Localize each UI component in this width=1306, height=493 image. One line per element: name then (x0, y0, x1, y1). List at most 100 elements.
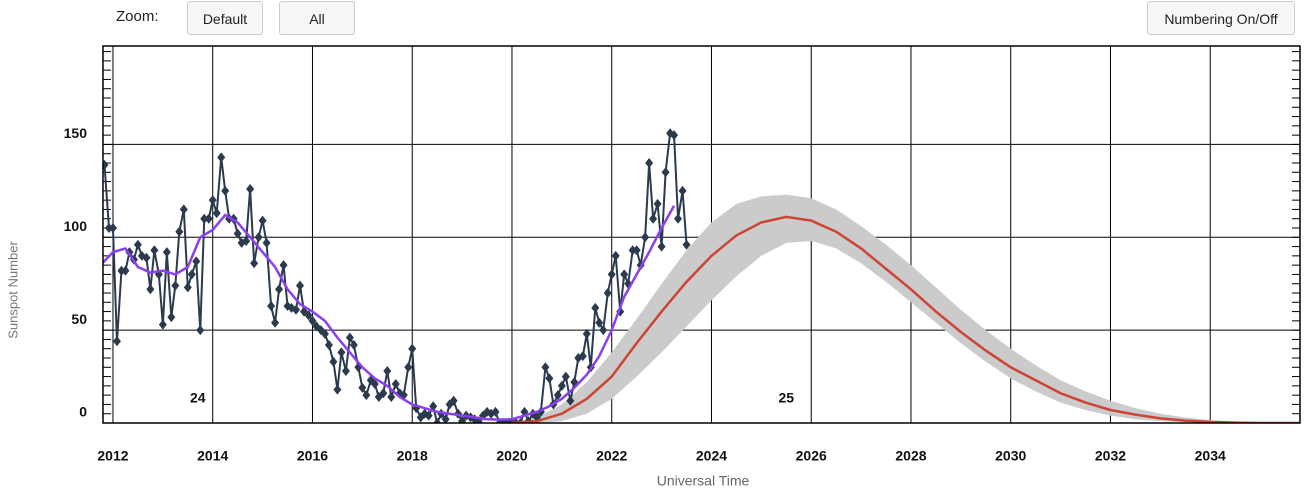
data-point (387, 392, 396, 402)
x-axis-label: Universal Time (657, 473, 750, 489)
data-point (246, 184, 255, 194)
data-point (167, 312, 176, 323)
data-point (578, 351, 587, 362)
numbering-button[interactable]: Numbering On/Off (1147, 1, 1295, 35)
data-point (292, 304, 301, 315)
data-point (595, 317, 604, 328)
data-point (175, 226, 184, 237)
data-point (108, 223, 117, 233)
data-point (242, 236, 251, 246)
data-point (258, 215, 267, 226)
zoom-default-button[interactable]: Default (187, 1, 263, 35)
data-point (267, 301, 276, 311)
data-point (324, 340, 333, 350)
data-point (233, 228, 242, 239)
data-point (296, 280, 305, 291)
data-point (358, 382, 367, 393)
data-point (474, 416, 483, 423)
data-point (208, 195, 217, 206)
data-point (187, 269, 196, 280)
y-tick-label: 100 (64, 218, 88, 234)
data-point (250, 258, 259, 269)
cycle-label: 24 (190, 390, 206, 406)
data-point (162, 247, 171, 258)
y-axis-label: Sunspot Number (5, 241, 20, 339)
data-point (150, 245, 159, 256)
data-point (179, 204, 188, 215)
data-point (362, 390, 371, 401)
data-point (391, 379, 400, 389)
data-point (158, 319, 167, 330)
x-tick-label: 2016 (297, 448, 328, 464)
data-point (641, 232, 650, 243)
data-point (591, 302, 600, 313)
x-tick-label: 2020 (496, 448, 527, 464)
data-point (142, 252, 151, 263)
data-point (196, 325, 205, 336)
data-point (557, 380, 566, 391)
data-point (212, 208, 221, 219)
data-point (183, 282, 192, 293)
data-point (204, 213, 213, 224)
data-point (308, 315, 317, 326)
data-point (632, 245, 641, 256)
x-tick-label: 2024 (696, 448, 727, 464)
data-point (217, 152, 226, 163)
data-point (607, 269, 616, 280)
data-point (262, 237, 271, 248)
data-point (424, 410, 433, 421)
cycle-label: 25 (778, 390, 794, 406)
data-point (200, 213, 209, 224)
data-point (611, 250, 620, 261)
x-tick-label: 2012 (97, 448, 128, 464)
data-point (103, 159, 109, 170)
plot-border (102, 45, 1301, 424)
zoom-all-button[interactable]: All (279, 1, 355, 35)
data-point (221, 185, 230, 196)
data-point (561, 371, 570, 382)
series-line (103, 205, 676, 421)
x-tick-label: 2034 (1195, 448, 1226, 464)
data-point (682, 239, 691, 250)
data-point (271, 317, 280, 328)
data-point (329, 356, 338, 367)
data-point (670, 130, 679, 141)
data-point (320, 328, 329, 339)
data-point (383, 366, 392, 376)
data-point (171, 280, 180, 291)
x-tick-label: 2032 (1095, 448, 1126, 464)
data-point (404, 362, 413, 373)
data-point (379, 388, 388, 399)
data-point (341, 366, 350, 376)
data-point (553, 390, 562, 401)
data-point (441, 414, 450, 423)
data-point (661, 167, 670, 178)
data-point (458, 416, 467, 423)
plot-area (103, 128, 1300, 423)
data-point (408, 343, 417, 354)
x-tick-label: 2018 (397, 448, 428, 464)
prediction-band (511, 194, 1300, 423)
data-point (254, 232, 263, 243)
data-point (657, 241, 666, 252)
data-point (333, 384, 342, 395)
data-point (349, 340, 358, 350)
data-point (370, 379, 379, 389)
data-point (133, 239, 142, 250)
data-point (146, 284, 155, 295)
data-point (678, 185, 687, 196)
data-point (275, 284, 284, 295)
y-tick-label: 50 (71, 311, 87, 327)
data-point (566, 395, 575, 406)
series-line (511, 215, 1300, 423)
data-point (345, 332, 354, 343)
data-point (112, 336, 121, 347)
y-tick-label: 0 (79, 404, 87, 420)
data-point (541, 362, 550, 373)
data-point (599, 325, 608, 336)
data-point (653, 198, 662, 209)
data-point (121, 265, 130, 276)
data-point (192, 256, 201, 267)
data-point (620, 269, 629, 280)
